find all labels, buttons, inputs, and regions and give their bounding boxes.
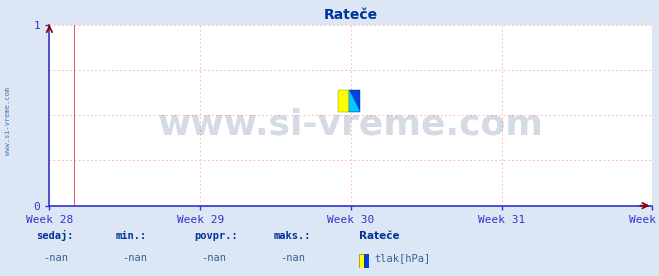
Polygon shape	[349, 90, 360, 112]
Bar	[359, 254, 364, 268]
Text: -nan: -nan	[43, 253, 68, 263]
Text: -nan: -nan	[122, 253, 147, 263]
Text: www.si-vreme.com: www.si-vreme.com	[158, 107, 544, 141]
Text: tlak[hPa]: tlak[hPa]	[374, 253, 430, 263]
Text: sedaj:: sedaj:	[36, 230, 74, 241]
Text: maks.:: maks.:	[273, 231, 311, 241]
Text: www.si-vreme.com: www.si-vreme.com	[5, 87, 11, 155]
Text: Rateče: Rateče	[359, 231, 400, 241]
Text: min.:: min.:	[115, 231, 146, 241]
Text: povpr.:: povpr.:	[194, 231, 238, 241]
Text: -nan: -nan	[280, 253, 305, 263]
Bar	[364, 254, 369, 268]
Bar	[338, 90, 349, 112]
Title: Rateče: Rateče	[324, 8, 378, 22]
Bar	[349, 90, 360, 112]
Text: -nan: -nan	[201, 253, 226, 263]
